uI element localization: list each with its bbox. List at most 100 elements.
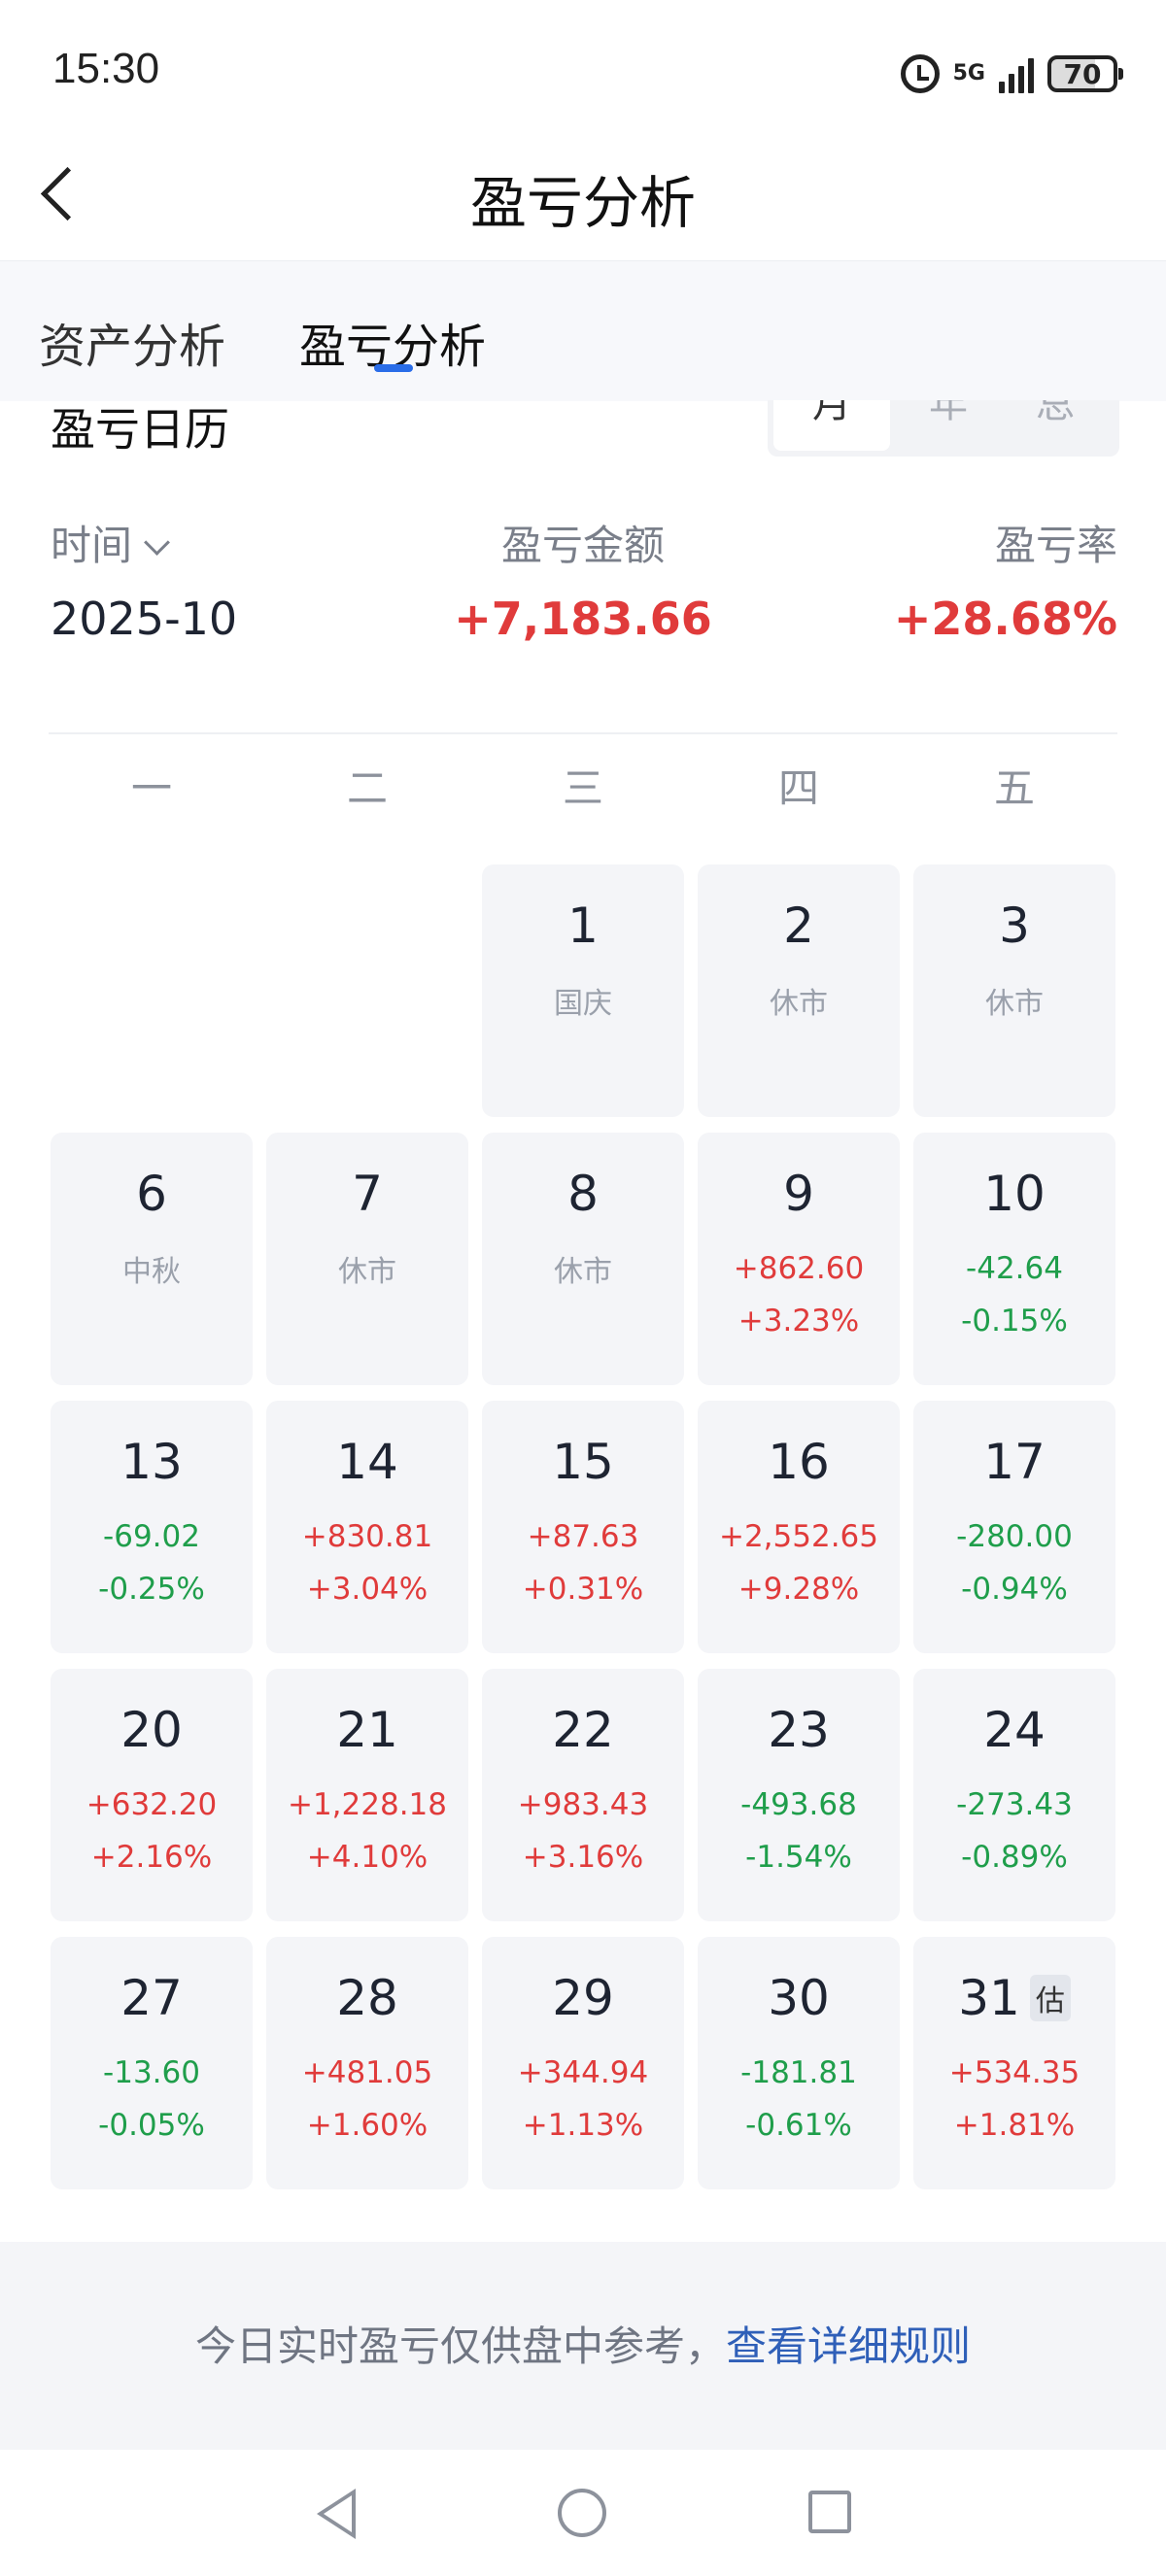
- day-amount: -273.43: [956, 1787, 1073, 1822]
- calendar-day[interactable]: 9 +862.60 +3.23%: [698, 1133, 900, 1385]
- nav-recent-icon[interactable]: [808, 2491, 851, 2533]
- tab-asset-analysis[interactable]: 资产分析: [39, 320, 226, 374]
- day-number: 17: [983, 1434, 1046, 1490]
- day-percent: +1.13%: [522, 2108, 644, 2143]
- day-number: 31: [958, 1970, 1020, 2026]
- day-percent: +4.10%: [306, 1840, 429, 1875]
- period-month[interactable]: 月: [773, 400, 890, 451]
- day-percent: +2.16%: [90, 1840, 213, 1875]
- day-amount: +983.43: [517, 1787, 649, 1822]
- calendar-day[interactable]: 27 -13.60 -0.05%: [51, 1937, 253, 2189]
- calendar-day[interactable]: 16 +2,552.65 +9.28%: [698, 1401, 900, 1653]
- tab-bar: 资产分析 盈亏分析: [0, 260, 1166, 401]
- calendar-day[interactable]: 24 -273.43 -0.89%: [913, 1669, 1115, 1921]
- day-amount: +830.81: [301, 1519, 433, 1554]
- calendar-day[interactable]: 20 +632.20 +2.16%: [51, 1669, 253, 1921]
- day-amount: -13.60: [103, 2055, 200, 2090]
- rate-label: 盈亏率: [994, 522, 1117, 569]
- calendar-day[interactable]: 1 国庆: [482, 864, 684, 1117]
- day-number: 14: [336, 1434, 398, 1490]
- calendar-day[interactable]: 8 休市: [482, 1133, 684, 1385]
- divider: [49, 732, 1117, 734]
- day-amount: +632.20: [86, 1787, 218, 1822]
- period-total[interactable]: 总: [997, 400, 1114, 451]
- calendar-day[interactable]: 3 休市: [913, 864, 1115, 1117]
- calendar-day[interactable]: 6 中秋: [51, 1133, 253, 1385]
- calendar-day[interactable]: 29 +344.94 +1.13%: [482, 1937, 684, 2189]
- network-label: 5G: [952, 61, 985, 85]
- day-note: 国庆: [554, 987, 612, 1021]
- section-title-text: 盈亏日历: [51, 403, 229, 456]
- period-segmented-control: 月 年 总: [768, 400, 1119, 457]
- day-number: 20: [120, 1702, 183, 1758]
- time-label: 时间: [51, 522, 133, 569]
- day-number: 7: [352, 1166, 383, 1222]
- day-amount: +87.63: [527, 1519, 639, 1554]
- day-amount: +534.35: [948, 2055, 1080, 2090]
- day-percent: +9.28%: [737, 1572, 860, 1607]
- tab-active-indicator: [374, 364, 413, 372]
- status-time: 15:30: [52, 45, 160, 92]
- day-note: 休市: [770, 987, 828, 1021]
- day-number: 30: [768, 1970, 830, 2026]
- calendar-day[interactable]: 23 -493.68 -1.54%: [698, 1669, 900, 1921]
- day-percent: -0.89%: [961, 1840, 1068, 1875]
- period-year[interactable]: 年: [890, 400, 1007, 451]
- day-percent: +0.31%: [522, 1572, 644, 1607]
- day-amount: +481.05: [301, 2055, 433, 2090]
- day-percent: -1.54%: [745, 1840, 852, 1875]
- calendar-day[interactable]: 14 +830.81 +3.04%: [266, 1401, 468, 1653]
- alarm-icon: [900, 54, 940, 93]
- day-percent: -0.61%: [745, 2108, 852, 2143]
- day-amount: -42.64: [966, 1251, 1063, 1286]
- day-number: 22: [552, 1702, 614, 1758]
- day-number: 29: [552, 1970, 614, 2026]
- day-note: 中秋: [122, 1255, 181, 1289]
- calendar-day[interactable]: 7 休市: [266, 1133, 468, 1385]
- calendar-day[interactable]: 31 估 +534.35 +1.81%: [913, 1937, 1115, 2189]
- weekday-thu: 四: [777, 764, 819, 812]
- weekday-tue: 二: [346, 764, 388, 812]
- day-number: 1: [567, 898, 599, 954]
- weekday-wed: 三: [562, 764, 603, 812]
- calendar-day[interactable]: 13 -69.02 -0.25%: [51, 1401, 253, 1653]
- calendar-day[interactable]: 15 +87.63 +0.31%: [482, 1401, 684, 1653]
- day-amount: +2,552.65: [718, 1519, 879, 1554]
- estimate-badge: 估: [1029, 1974, 1071, 2021]
- signal-icon: [999, 54, 1034, 93]
- day-note: 休市: [554, 1255, 612, 1289]
- calendar-day[interactable]: 17 -280.00 -0.94%: [913, 1401, 1115, 1653]
- day-number: 24: [983, 1702, 1046, 1758]
- calendar-day[interactable]: 10 -42.64 -0.15%: [913, 1133, 1115, 1385]
- day-number: 23: [768, 1702, 830, 1758]
- nav-home-icon[interactable]: [558, 2489, 606, 2537]
- time-filter[interactable]: 时间: [51, 513, 170, 572]
- calendar-day[interactable]: 30 -181.81 -0.61%: [698, 1937, 900, 2189]
- calendar-day[interactable]: 28 +481.05 +1.60%: [266, 1937, 468, 2189]
- day-amount: +1,228.18: [287, 1787, 448, 1822]
- calendar-day[interactable]: 21 +1,228.18 +4.10%: [266, 1669, 468, 1921]
- view-rules-link[interactable]: 查看详细规则: [726, 2322, 972, 2370]
- calendar-day[interactable]: 22 +983.43 +3.16%: [482, 1669, 684, 1921]
- calendar-day[interactable]: 2 休市: [698, 864, 900, 1117]
- footer-note: 今日实时盈亏仅供盘中参考，查看详细规则: [0, 2314, 1166, 2373]
- day-number: 8: [567, 1166, 599, 1222]
- day-number: 13: [120, 1434, 183, 1490]
- day-percent: +3.23%: [737, 1304, 860, 1339]
- day-note: 休市: [338, 1255, 396, 1289]
- day-percent: +1.81%: [953, 2108, 1076, 2143]
- amount-label: 盈亏金额: [500, 522, 665, 569]
- status-icons: 5G 70: [900, 52, 1123, 95]
- nav-back-icon[interactable]: [317, 2489, 356, 2539]
- day-percent: -0.15%: [961, 1304, 1068, 1339]
- day-percent: +3.16%: [522, 1840, 644, 1875]
- day-number: 2: [783, 898, 814, 954]
- day-note: 休市: [985, 987, 1044, 1021]
- weekday-fri: 五: [993, 764, 1035, 812]
- summary-amount: +7,183.66: [454, 593, 712, 645]
- day-number: 6: [136, 1166, 167, 1222]
- day-amount: -69.02: [103, 1519, 200, 1554]
- day-number: 10: [983, 1166, 1046, 1222]
- day-number: 9: [783, 1166, 814, 1222]
- day-number: 21: [336, 1702, 398, 1758]
